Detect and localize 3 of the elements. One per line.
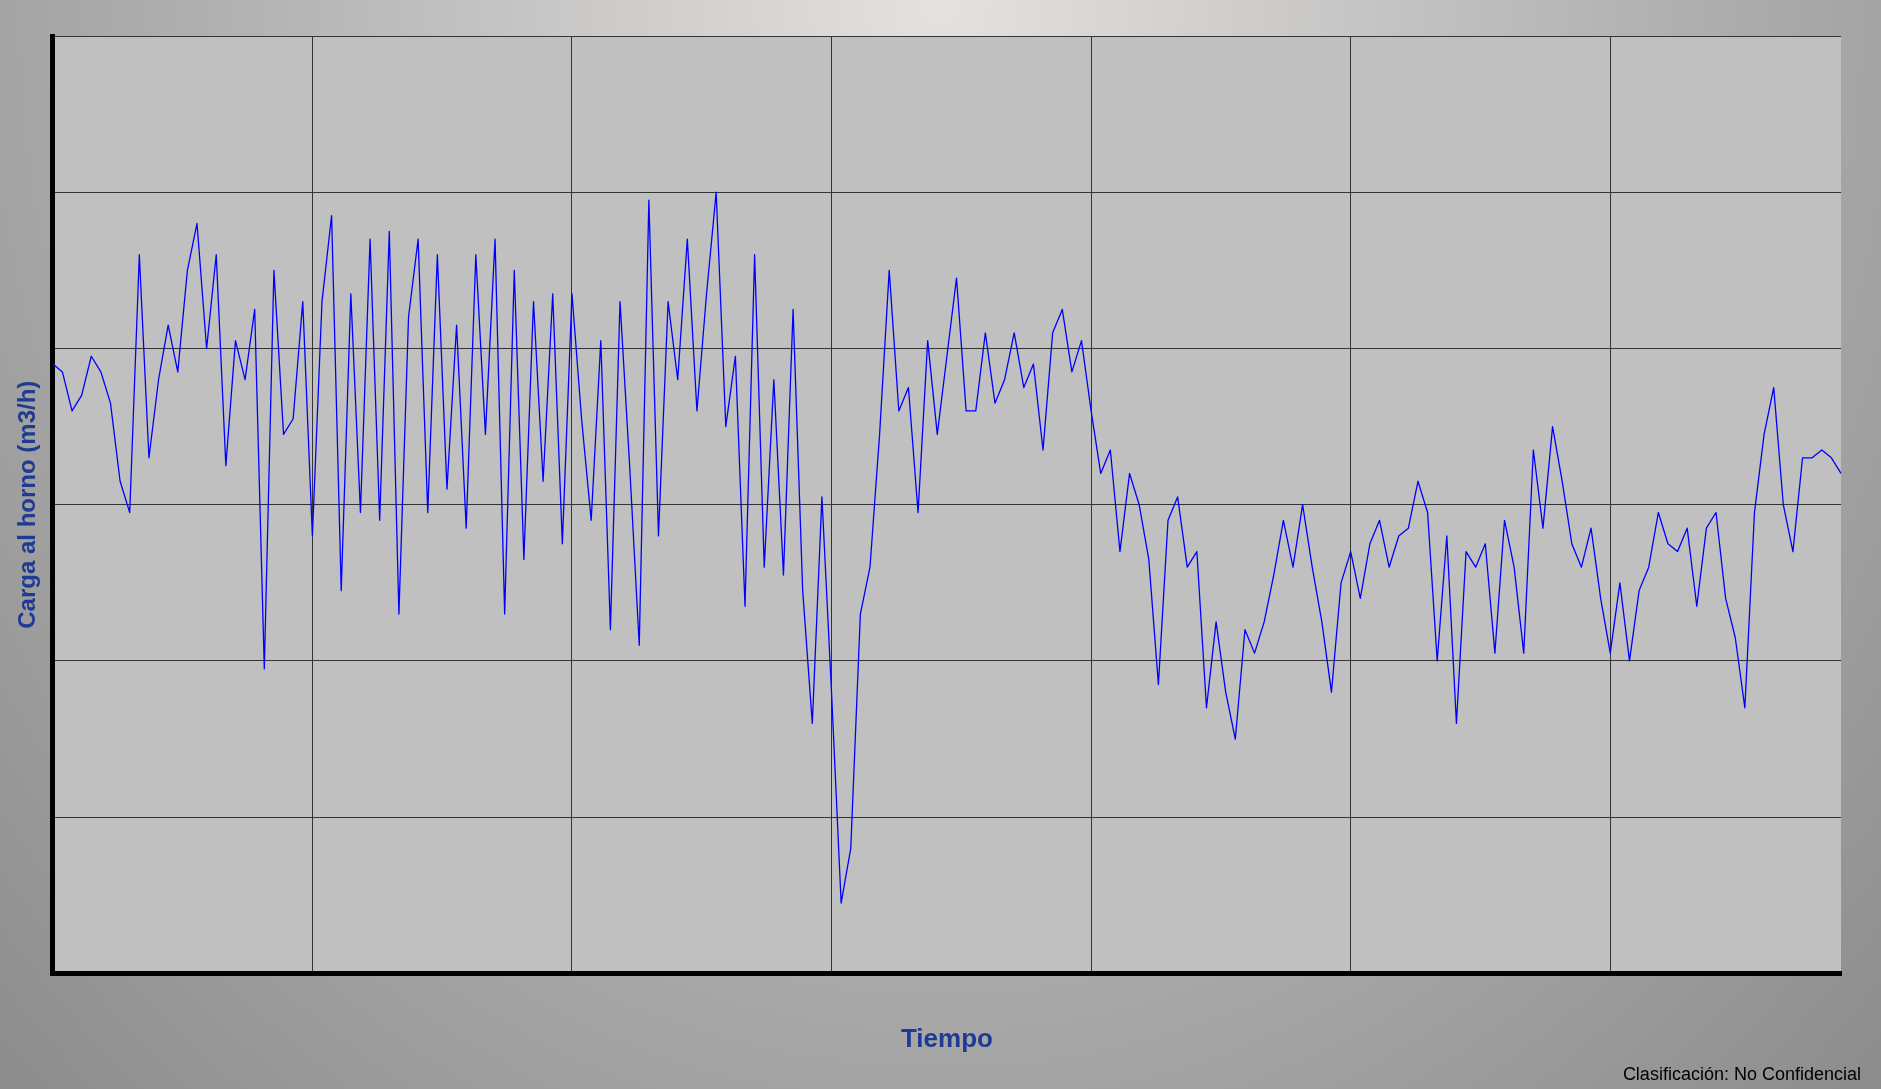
y-axis-title: Carga al horno (m3/h) xyxy=(13,380,41,629)
x-axis-title: Tiempo xyxy=(900,1022,993,1053)
text: Clasificación: No Confidencial xyxy=(1622,1064,1861,1085)
